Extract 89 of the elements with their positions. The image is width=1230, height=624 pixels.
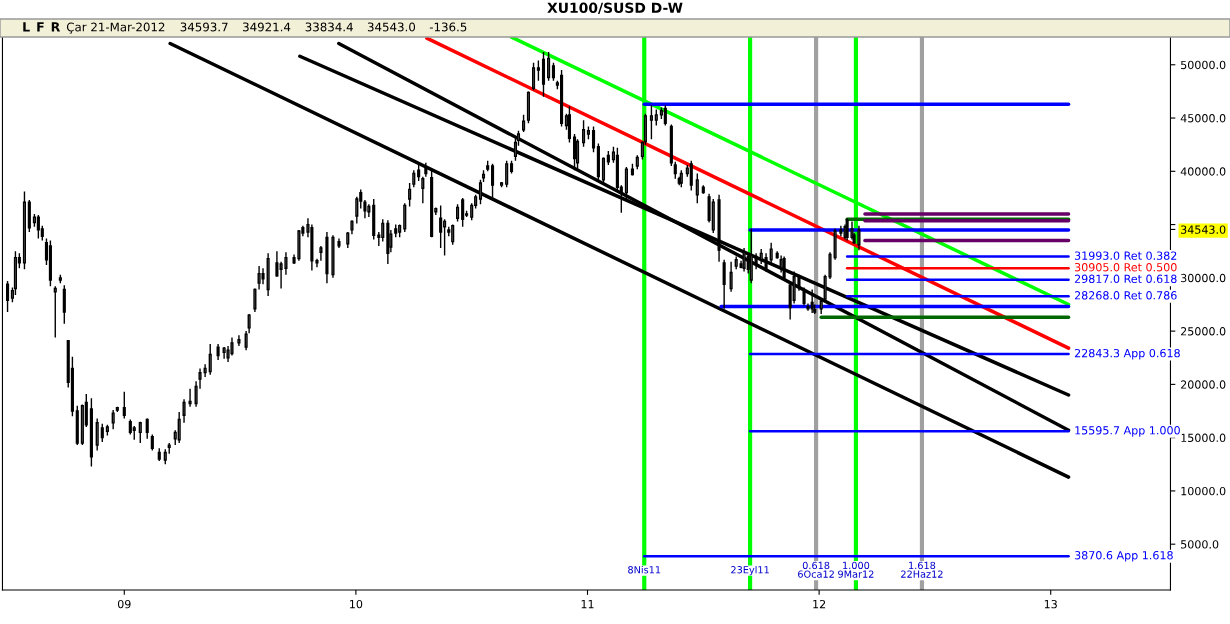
- y-tick-label: 40000.0: [1180, 167, 1226, 176]
- y-tick-label: 30000.0: [1181, 273, 1226, 283]
- candlestick: [769, 241, 773, 264]
- candlestick: [177, 411, 181, 444]
- text: L: [23, 22, 30, 32]
- text: F: [37, 22, 44, 32]
- text: -136.5: [429, 22, 467, 32]
- series-label: 28268.0 Ret 0.786: [1074, 291, 1177, 300]
- ref-line-label: 23Eyl11: [731, 565, 769, 576]
- candlestick: [850, 220, 854, 241]
- y-tick-label: 20000.0: [1181, 380, 1226, 389]
- candlestick: [857, 224, 861, 251]
- candlestick: [275, 250, 279, 278]
- y-tick-label: 15000.0: [1181, 433, 1226, 443]
- text: 34593.7: [180, 22, 228, 32]
- candlestick: [5, 280, 10, 313]
- candlestick: [601, 156, 606, 185]
- candlestick: [408, 182, 412, 208]
- ref-line-label: 1.618 22Haz12: [901, 561, 943, 578]
- ref-line-label: 8Nis11: [628, 565, 661, 574]
- candlestick: [722, 259, 726, 310]
- text: 33834.4: [305, 22, 353, 32]
- candlestick: [111, 409, 115, 430]
- candlestick: [513, 135, 518, 162]
- candlestick: [802, 286, 806, 307]
- text: 34921.4: [243, 22, 291, 32]
- x-tick-label: 10: [350, 599, 363, 609]
- series-label: 30905.0 Ret 0.500: [1074, 263, 1177, 272]
- y-tick-label: 5000.0: [1181, 540, 1219, 549]
- candlestick: [95, 417, 99, 452]
- y-tick-label: 50000.0: [1181, 60, 1226, 70]
- series-label: 22843.3 App 0.618: [1074, 348, 1180, 360]
- y-tick-label: 45000.0: [1180, 114, 1226, 123]
- text: Çar 21-Mar-2012: [66, 22, 165, 34]
- candlestick: [591, 125, 596, 153]
- candlestick: [582, 119, 586, 148]
- candlestick: [649, 104, 653, 141]
- candlestick: [355, 196, 359, 225]
- candlestick: [764, 252, 768, 273]
- x-tick-label: 13: [1044, 599, 1057, 609]
- candlestick: [381, 218, 385, 243]
- candlestick: [575, 138, 580, 171]
- ref-line-label: 0.618 6Oca12: [798, 561, 834, 578]
- candlestick: [536, 59, 540, 82]
- candlestick: [421, 175, 425, 204]
- candlestick: [624, 166, 628, 201]
- candlestick: [443, 218, 447, 257]
- text: R: [51, 22, 61, 32]
- x-tick-label: 12: [813, 599, 826, 609]
- candlestick: [490, 163, 495, 201]
- series-label: 15595.7 App 1.000: [1075, 426, 1180, 437]
- candlestick: [551, 61, 556, 82]
- candlestick: [572, 133, 577, 171]
- y-tick-label: 10000.0: [1181, 486, 1226, 496]
- candlestick: [284, 251, 288, 276]
- y-tick-label: 25000.0: [1181, 327, 1226, 336]
- candlestick: [145, 417, 149, 440]
- candlestick: [53, 285, 57, 339]
- candlestick: [253, 287, 257, 313]
- y-tick-label: 34543.0: [1181, 225, 1226, 234]
- x-tick-label: 11: [581, 600, 594, 609]
- candlestick: [663, 104, 667, 127]
- x-tick-label: 09: [117, 599, 131, 609]
- chart-title: XU100/SUSD D-W: [547, 2, 683, 15]
- candlestick: [244, 330, 248, 351]
- candlestick: [363, 199, 367, 219]
- candlestick: [182, 398, 186, 424]
- candlestick: [505, 159, 509, 188]
- candlestick: [62, 284, 66, 325]
- series-label: 3870.6 App 1.618: [1074, 551, 1173, 562]
- candlestick: [257, 265, 261, 291]
- candlestick: [208, 343, 212, 376]
- text: 34543.0: [367, 22, 416, 32]
- series-label: 31993.0 Ret 0.382: [1074, 251, 1177, 260]
- candlestick: [122, 391, 126, 420]
- candlestick: [547, 51, 551, 82]
- ref-line-label: 1.000 9Mar12: [838, 561, 874, 578]
- candlestick: [689, 159, 693, 192]
- candlestick: [695, 172, 699, 204]
- candlestick: [478, 179, 483, 206]
- candlestick: [729, 261, 733, 293]
- series-label: 29817.0 Ret 0.618: [1074, 274, 1177, 284]
- candlestick: [36, 214, 40, 240]
- candlestick: [461, 197, 465, 228]
- candlestick: [403, 202, 407, 233]
- candlestick: [188, 387, 192, 408]
- candlestick: [439, 204, 443, 249]
- candlestick: [100, 423, 104, 443]
- candlestick: [531, 61, 536, 92]
